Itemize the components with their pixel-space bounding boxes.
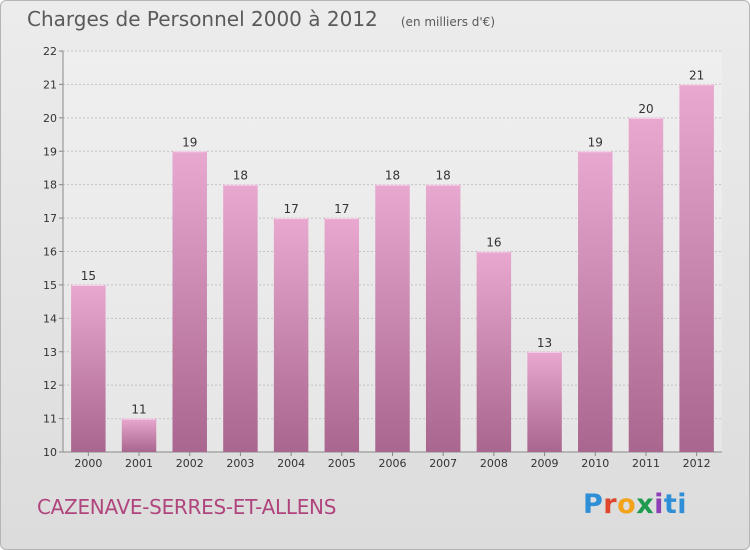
data-label: 18 [436,169,451,183]
x-tick-label: 2007 [429,457,457,470]
bar-2012 [679,84,714,453]
title-row: Charges de Personnel 2000 à 2012 (en mil… [27,7,495,31]
y-tick-label: 16 [43,246,57,259]
y-tick-label: 14 [43,312,57,325]
x-tick-label: 2011 [632,457,660,470]
data-label: 13 [537,336,552,350]
data-label: 21 [689,68,704,82]
data-label: 19 [182,135,197,149]
y-tick-label: 11 [43,413,57,426]
data-label: 19 [588,135,603,149]
chart-title: Charges de Personnel 2000 à 2012 [27,7,378,31]
chart-subtitle: (en milliers d'€) [400,15,495,29]
y-tick-label: 18 [43,179,57,192]
data-label: 20 [638,102,653,116]
data-label: 15 [81,269,96,283]
x-tick-label: 2000 [74,457,102,470]
x-tick-label: 2003 [226,457,254,470]
y-tick-label: 22 [43,45,57,58]
commune-name: CAZENAVE-SERRES-ET-ALLENS [37,495,337,519]
y-tick-label: 20 [43,112,57,125]
data-label: 17 [283,202,298,216]
bar-2003 [223,184,258,452]
bar-2009 [527,351,562,452]
bar-2004 [273,218,309,452]
bar-2010 [578,151,613,452]
y-tick-label: 17 [43,212,57,225]
y-tick-label: 19 [43,145,57,158]
x-tick-label: 2001 [125,457,153,470]
bar-2001 [121,418,157,452]
bar-2000 [71,284,106,452]
x-tick-label: 2002 [176,457,204,470]
x-tick-label: 2012 [683,457,711,470]
bar-2005 [324,218,360,452]
bar-2008 [476,251,512,452]
proxiti-logo[interactable]: Proxiti [583,489,688,520]
bar-2006 [375,184,410,452]
x-tick-label: 2006 [379,457,407,470]
bar-2011 [628,117,664,452]
bar-2007 [425,184,461,452]
y-tick-label: 10 [43,446,57,459]
x-tick-label: 2009 [531,457,559,470]
data-label: 16 [486,236,501,250]
x-tick-label: 2008 [480,457,508,470]
y-tick-label: 15 [43,279,57,292]
x-tick-label: 2005 [328,457,356,470]
y-tick-label: 21 [43,78,57,91]
y-tick-label: 13 [43,346,57,359]
data-label: 11 [131,403,146,417]
data-label: 18 [233,169,248,183]
y-tick-label: 12 [43,379,57,392]
x-tick-label: 2004 [277,457,305,470]
data-label: 18 [385,169,400,183]
x-tick-label: 2010 [581,457,609,470]
data-label: 17 [334,202,349,216]
bar-2002 [172,151,207,452]
